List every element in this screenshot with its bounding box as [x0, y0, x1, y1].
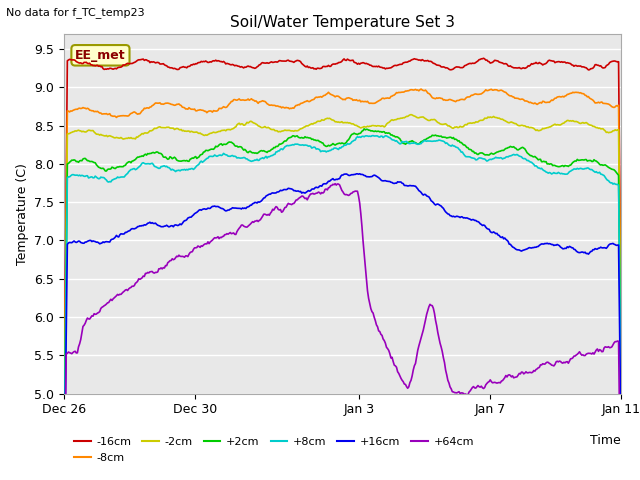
Y-axis label: Temperature (C): Temperature (C) [16, 163, 29, 264]
Legend: -16cm, -8cm, -2cm, +2cm, +8cm, +16cm, +64cm: -16cm, -8cm, -2cm, +2cm, +8cm, +16cm, +6… [70, 433, 478, 467]
Text: EE_met: EE_met [75, 49, 126, 62]
Title: Soil/Water Temperature Set 3: Soil/Water Temperature Set 3 [230, 15, 455, 30]
Text: No data for f_TC_temp23: No data for f_TC_temp23 [6, 7, 145, 18]
Text: Time: Time [590, 434, 621, 447]
